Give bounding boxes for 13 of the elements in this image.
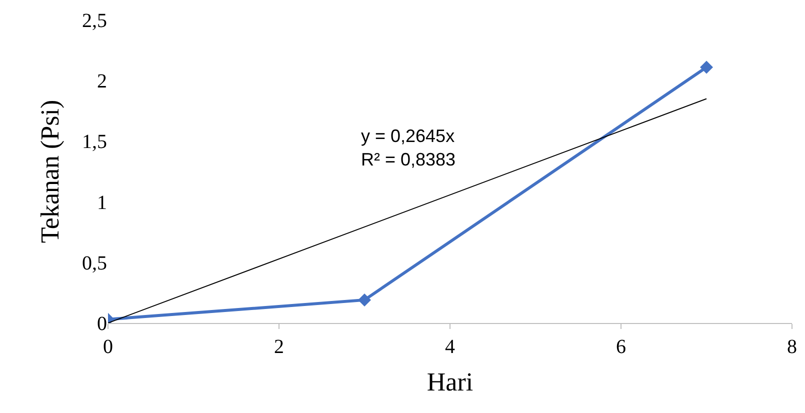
y-tick-label: 0,5 — [82, 252, 107, 274]
y-axis-title: Tekanan (Psi) — [35, 100, 64, 244]
x-tick-label: 6 — [616, 336, 626, 358]
annotation: y = 0,2645x R² = 0,8383 — [361, 126, 456, 170]
y-tick-label: 2 — [97, 70, 107, 93]
x-tick-label: 2 — [274, 336, 284, 358]
y-tick-label: 2,5 — [82, 10, 107, 32]
x-tick-label: 4 — [445, 336, 455, 358]
x-tick-label: 8 — [787, 336, 797, 358]
x-axis-title: Hari — [426, 368, 474, 397]
y-tick-label: 1,5 — [82, 131, 107, 154]
y-tick-label: 0 — [97, 313, 107, 335]
y-tick-label: 1 — [97, 192, 107, 214]
